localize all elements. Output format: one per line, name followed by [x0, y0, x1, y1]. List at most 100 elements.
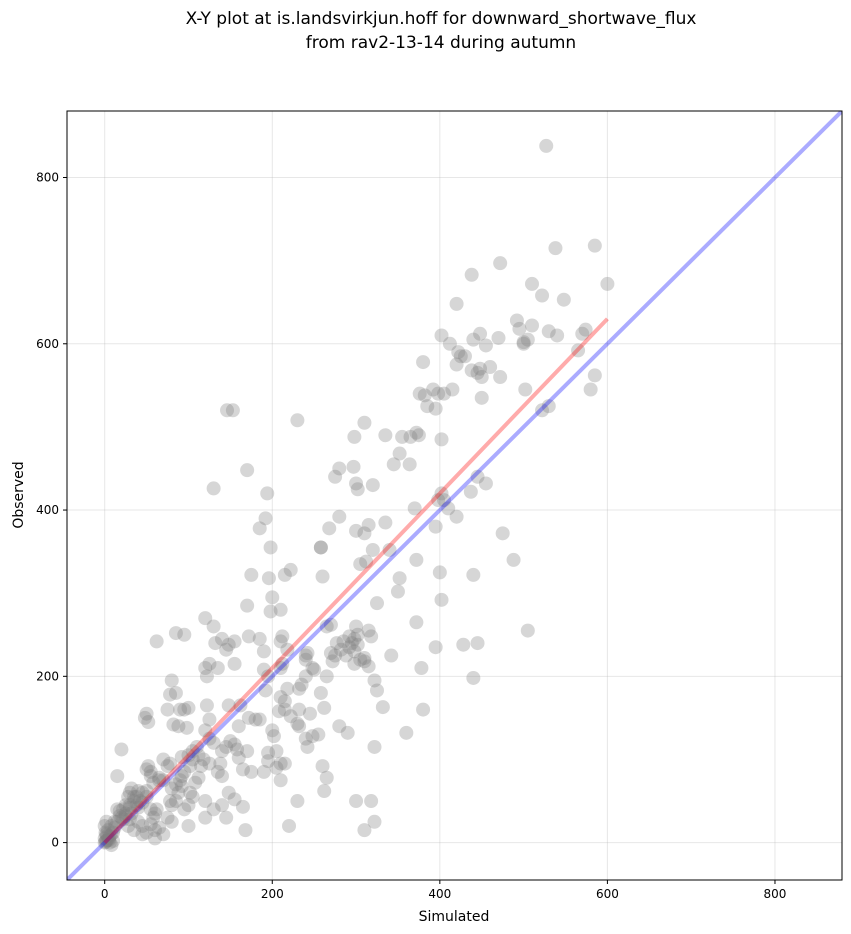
data-point	[122, 798, 137, 813]
data-point	[315, 759, 330, 774]
data-point	[512, 321, 527, 336]
data-point	[434, 592, 449, 607]
data-point	[298, 652, 313, 667]
data-point	[411, 428, 426, 443]
data-point	[185, 789, 200, 804]
data-point	[361, 623, 376, 638]
data-point	[160, 702, 175, 717]
data-point	[104, 818, 119, 833]
data-point	[219, 642, 234, 657]
data-point	[252, 521, 267, 536]
y-axis-label: Observed	[11, 461, 27, 528]
data-point	[240, 598, 255, 613]
data-point	[206, 735, 221, 750]
data-point	[189, 739, 204, 754]
data-point	[441, 501, 456, 516]
data-point	[357, 415, 372, 430]
data-point	[110, 802, 125, 817]
data-point	[171, 719, 186, 734]
data-point	[131, 784, 146, 799]
data-point	[198, 661, 213, 676]
data-point	[149, 634, 164, 649]
data-point	[261, 571, 276, 586]
data-point	[202, 656, 217, 671]
data-point	[395, 429, 410, 444]
y-tick-label: 0	[51, 836, 59, 850]
data-point	[230, 742, 245, 757]
data-point	[315, 569, 330, 584]
data-point	[139, 784, 154, 799]
data-point	[350, 637, 365, 652]
data-point	[322, 521, 337, 536]
data-point	[402, 457, 417, 472]
x-tick-label: 800	[764, 887, 787, 901]
data-point	[431, 386, 446, 401]
data-point	[478, 476, 493, 491]
data-point	[141, 759, 156, 774]
data-point	[110, 814, 125, 829]
data-point	[470, 365, 485, 380]
data-point	[409, 615, 424, 630]
data-point	[127, 823, 142, 838]
data-point	[575, 326, 590, 341]
data-point	[483, 360, 498, 375]
data-point	[525, 318, 539, 333]
data-point	[518, 382, 533, 397]
data-point	[98, 825, 113, 840]
data-point	[392, 571, 407, 586]
data-point	[332, 509, 347, 524]
data-point	[367, 814, 382, 829]
data-point	[227, 737, 242, 752]
data-point	[453, 349, 468, 364]
data-point	[215, 769, 229, 784]
data-point	[277, 702, 292, 717]
data-point	[135, 785, 150, 800]
data-point	[600, 276, 615, 291]
data-point	[139, 762, 154, 777]
data-point	[220, 403, 235, 418]
data-point	[258, 683, 273, 698]
data-point	[365, 542, 380, 557]
data-point	[177, 702, 192, 717]
data-point	[198, 810, 213, 825]
data-point	[434, 486, 449, 501]
data-point	[235, 762, 250, 777]
data-point	[313, 540, 328, 555]
data-point	[353, 557, 368, 572]
data-point	[273, 690, 288, 705]
data-point	[110, 769, 125, 784]
data-point	[273, 756, 288, 771]
data-point	[347, 429, 362, 444]
data-point	[300, 646, 315, 661]
data-point	[227, 656, 242, 671]
data-point	[114, 810, 129, 825]
data-point	[188, 775, 203, 790]
data-point	[263, 604, 278, 619]
data-point	[509, 313, 524, 328]
data-point	[227, 792, 242, 807]
data-point	[219, 739, 234, 754]
data-point	[147, 823, 162, 838]
data-point	[181, 818, 196, 833]
data-point	[102, 828, 117, 843]
data-point	[215, 798, 229, 813]
data-point	[361, 659, 376, 674]
data-point	[516, 336, 531, 351]
data-point	[520, 623, 535, 638]
data-point	[107, 820, 122, 835]
data-point	[164, 814, 179, 829]
data-point	[185, 744, 200, 759]
data-point	[350, 482, 365, 497]
data-point	[275, 629, 290, 644]
data-point	[166, 717, 181, 732]
data-point	[252, 712, 267, 727]
data-point	[252, 631, 267, 646]
data-point	[357, 526, 372, 541]
data-point	[445, 382, 460, 397]
data-point	[152, 770, 167, 785]
data-point	[466, 332, 481, 347]
data-point	[525, 276, 539, 291]
data-point	[516, 335, 531, 350]
data-point	[116, 802, 131, 817]
data-point	[256, 764, 271, 779]
